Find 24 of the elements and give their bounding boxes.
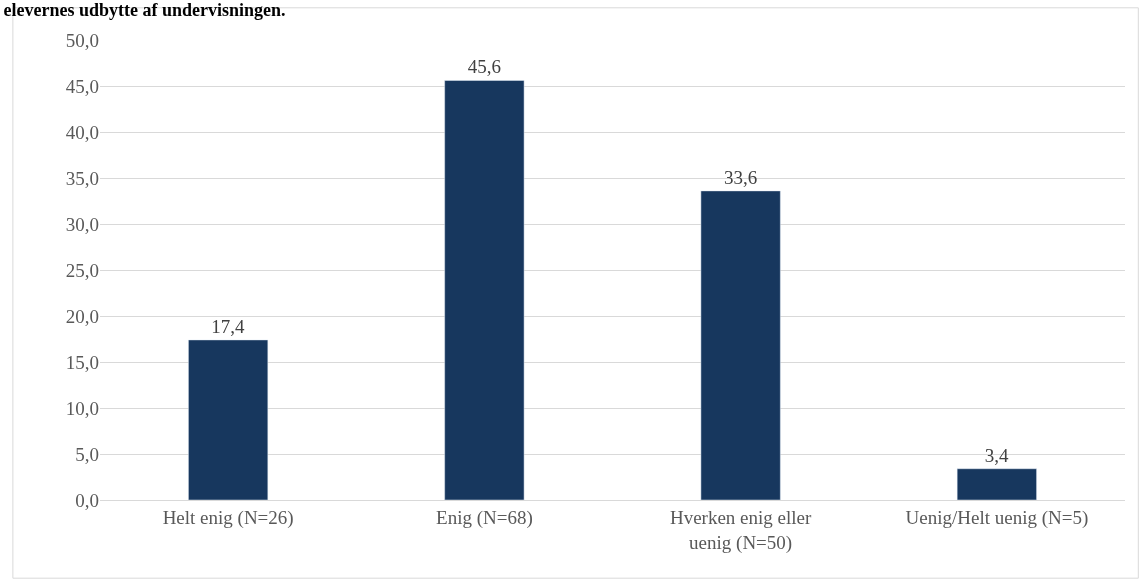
x-tick-label: Helt enig (N=26) xyxy=(162,506,294,529)
bar xyxy=(188,339,269,500)
bar xyxy=(444,80,525,500)
bar xyxy=(956,468,1037,500)
data-label: 3,4 xyxy=(984,444,1009,466)
y-tick-label: 10,0 xyxy=(65,397,99,419)
y-tick-label: 25,0 xyxy=(65,259,99,281)
data-label: 17,4 xyxy=(211,315,245,337)
bar xyxy=(700,190,781,500)
y-tick-label: 5,0 xyxy=(75,443,99,465)
chart-title: elevernes udbytte af undervisningen. xyxy=(3,0,286,20)
x-tick-label: Hverken enig eller uenig (N=50) xyxy=(669,506,812,554)
x-tick-label: Enig (N=68) xyxy=(436,506,533,529)
x-tick-label: Uenig/Helt uenig (N=5) xyxy=(905,506,1089,529)
data-label: 45,6 xyxy=(467,56,501,78)
y-tick-label: 0,0 xyxy=(75,489,99,511)
y-tick-label: 35,0 xyxy=(65,167,99,189)
data-label: 33,6 xyxy=(724,166,758,188)
y-tick-label: 15,0 xyxy=(65,351,99,373)
y-tick-label: 50,0 xyxy=(65,29,99,51)
y-tick-label: 40,0 xyxy=(65,121,99,143)
y-tick-label: 30,0 xyxy=(65,213,99,235)
y-tick-label: 20,0 xyxy=(65,305,99,327)
y-tick-label: 45,0 xyxy=(65,75,99,97)
